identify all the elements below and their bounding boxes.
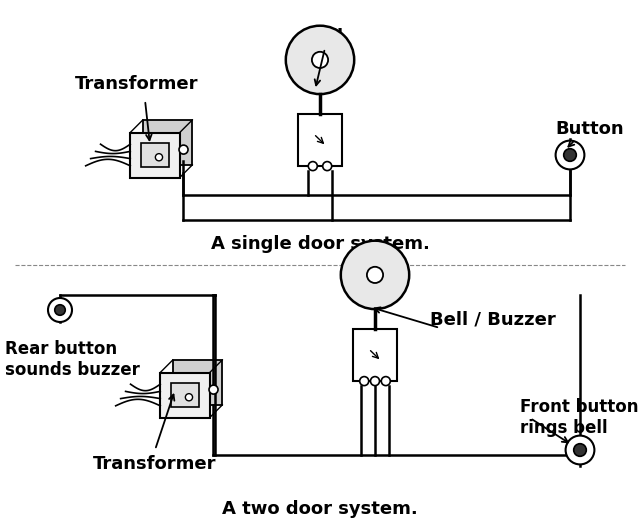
Circle shape [573, 444, 586, 457]
Text: A two door system.: A two door system. [222, 500, 418, 518]
Text: A single door system.: A single door system. [211, 235, 429, 253]
Circle shape [48, 298, 72, 322]
Bar [160, 372, 210, 417]
Text: Bell: Bell [305, 28, 343, 46]
Circle shape [209, 385, 218, 394]
Circle shape [323, 161, 332, 170]
Bar [143, 120, 193, 165]
Circle shape [360, 377, 369, 386]
Bar [131, 132, 180, 178]
Circle shape [312, 52, 328, 68]
Text: Transformer: Transformer [75, 75, 198, 93]
Circle shape [308, 161, 317, 170]
Circle shape [381, 377, 390, 386]
Circle shape [566, 435, 595, 464]
Circle shape [564, 149, 576, 161]
Circle shape [179, 145, 188, 154]
Circle shape [340, 241, 409, 309]
Circle shape [55, 305, 65, 315]
Bar [353, 329, 397, 381]
Bar [173, 360, 222, 405]
Text: Rear button
sounds buzzer: Rear button sounds buzzer [5, 340, 140, 379]
Circle shape [286, 26, 354, 94]
Bar [141, 143, 168, 167]
Circle shape [371, 377, 380, 386]
Text: Button: Button [555, 120, 623, 138]
Bar [172, 382, 198, 407]
Text: Front button
rings bell: Front button rings bell [520, 398, 639, 437]
Text: Transformer: Transformer [93, 455, 217, 473]
Circle shape [556, 141, 584, 169]
Circle shape [367, 267, 383, 283]
Circle shape [156, 153, 163, 161]
Bar [298, 114, 342, 166]
Circle shape [186, 394, 193, 401]
Text: Bell / Buzzer: Bell / Buzzer [430, 310, 556, 328]
